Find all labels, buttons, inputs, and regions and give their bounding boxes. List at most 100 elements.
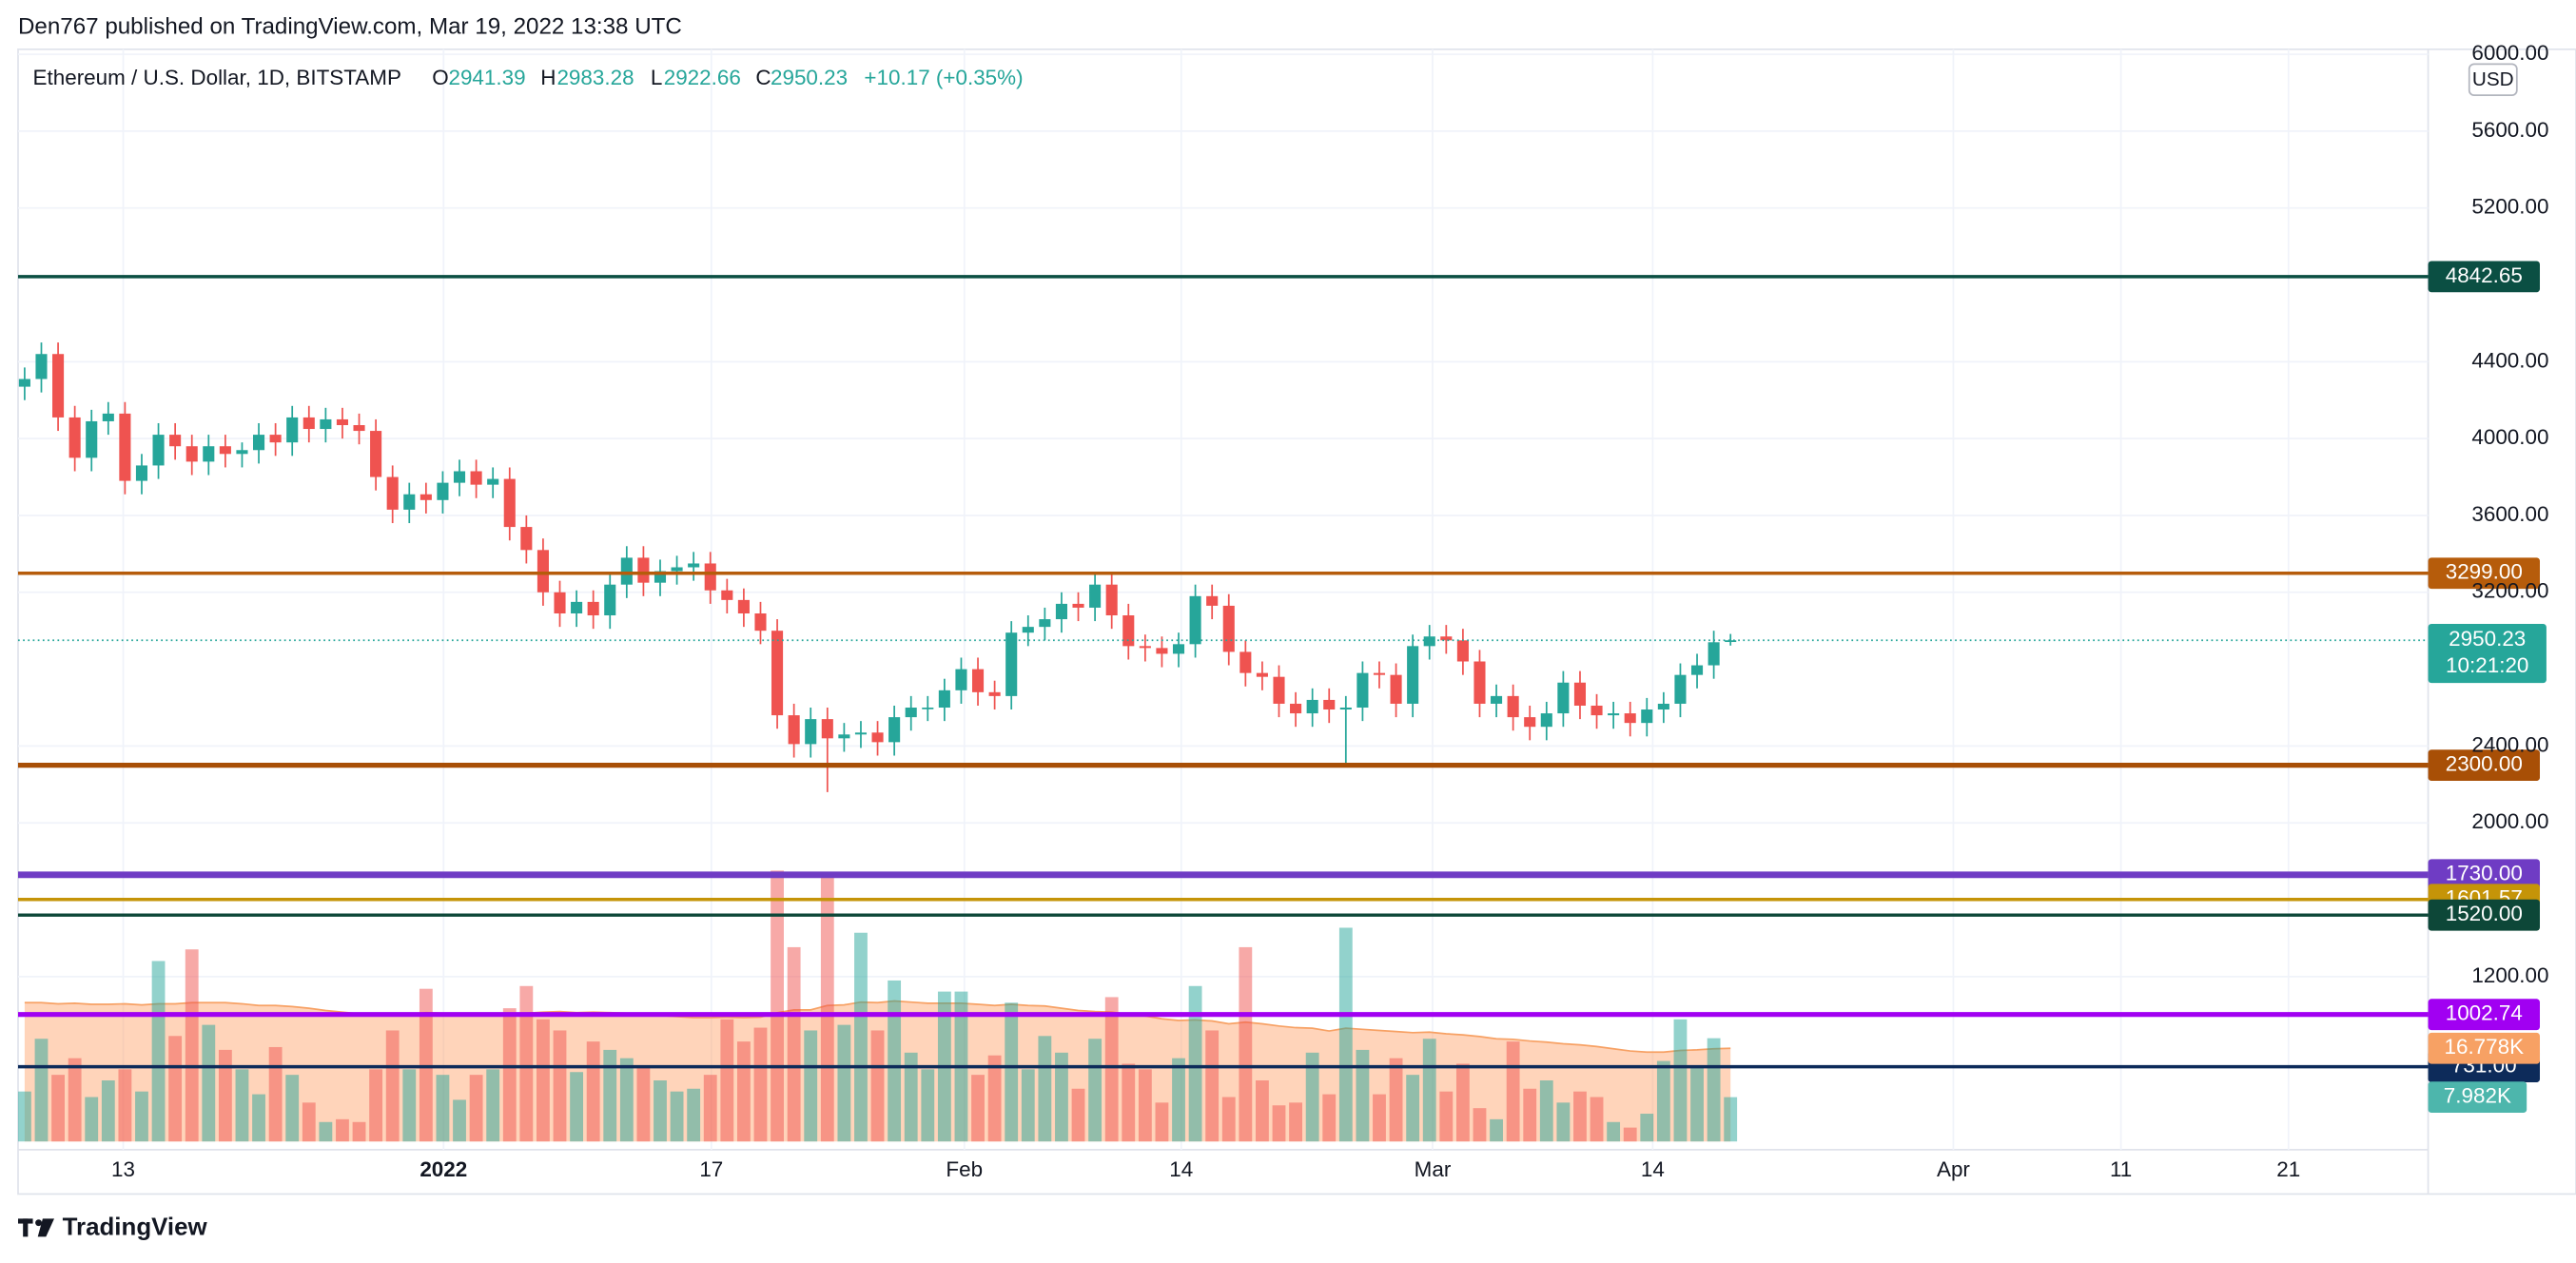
candle-body [370,431,382,477]
candle-body [1122,615,1135,647]
volume-bar [151,961,166,1142]
candle-body [1222,605,1235,652]
candle-body [1039,619,1051,628]
volume-bar [1656,1060,1670,1142]
volume-bar [570,1072,583,1142]
candle-body [286,417,299,443]
candle-body [1674,674,1687,704]
y-tick-label: 2000.00 [2471,809,2548,833]
volume-bar [218,1049,232,1142]
candle-body [1456,640,1469,662]
volume-bar [235,1069,249,1142]
candle-body [838,734,850,739]
candle-body [219,446,231,455]
volume-bar [486,1069,500,1142]
candle-body [1657,703,1669,710]
volume-bar [1640,1114,1654,1142]
volume-bar [1523,1088,1537,1142]
candle-body [1172,644,1185,654]
volume-bar [1205,1030,1220,1142]
volume-bar [1221,1097,1236,1142]
candle-body [119,413,131,481]
volume-ma-label: 16.778K [2444,1035,2524,1059]
candle-body [1055,603,1067,620]
candle-body [922,707,934,709]
candle-body [1373,672,1386,675]
candle-body [971,669,985,692]
level-label-bg [2428,557,2541,590]
candle-body [771,631,784,716]
candle-body [1256,672,1268,677]
candle-body [1590,705,1603,716]
volume-bar [687,1088,701,1142]
volume-bar [820,875,834,1142]
candle-body [905,707,917,718]
volume-bar [1556,1102,1571,1142]
volume-bar [1373,1094,1386,1142]
volume-bar [1673,1019,1688,1142]
candle-body [1072,603,1084,608]
volume-bar [1038,1036,1052,1142]
candle-body [68,417,81,458]
candle-body [737,599,750,613]
volume-bar [771,870,784,1142]
x-tick-label: 17 [699,1157,723,1181]
legend-value: 2922.66 [664,66,741,89]
volume-bar [1573,1091,1587,1142]
x-tick-label: 11 [2110,1157,2132,1181]
y-tick-label: 4400.00 [2471,348,2548,372]
volume-bar [436,1075,450,1142]
volume-bar [888,980,902,1142]
volume-bar [636,1066,651,1142]
candle-body [1423,636,1435,647]
candle-body [721,590,733,600]
volume-bar [1356,1049,1370,1142]
volume-bar [1724,1097,1738,1142]
volume-bar [453,1099,466,1142]
candle-body [86,420,98,458]
logo-part [35,1219,43,1227]
candle-body [1407,646,1419,704]
volume-bar [804,1030,818,1142]
countdown: 10:21:20 [2446,653,2528,677]
level-label-bg [2428,261,2541,293]
volume-bar [519,985,534,1142]
candle-body [236,450,248,455]
candle-body [704,563,716,591]
volume-bar [252,1094,265,1142]
volume-bar [1590,1097,1604,1142]
volume-bar [1071,1088,1085,1142]
candle-body [169,435,182,447]
volume-bar [17,1091,31,1142]
labels: 6000.00 5600.00 5200.00 4400.00 4000.00 3600.… [111,41,2548,1181]
candle-body [336,418,348,425]
candle-body [1540,713,1552,728]
x-tick-label: Feb [946,1157,983,1181]
candle-body [252,435,265,451]
volume-bar [502,1008,517,1142]
x-tick-label: 14 [1641,1157,1665,1181]
level-label: 1520.00 [2446,902,2523,925]
brand: TradingView [63,1214,208,1241]
y-tick-label: 2400.00 [2471,732,2548,756]
candle-body [1089,584,1102,608]
candle-body [1573,682,1587,706]
legend-value: 2941.39 [448,66,525,89]
candle-body [437,482,449,500]
grid [17,49,2429,1150]
volume-bar [1256,1080,1269,1142]
volume-bar [118,1069,132,1142]
volume-bar [285,1075,300,1142]
legend-letter: H [540,66,556,89]
y-tick-label: 5200.00 [2471,195,2548,219]
candle-body [1290,703,1302,714]
candle-body [1491,695,1503,704]
legend-letter: O [432,66,448,89]
candle-body [988,691,1001,696]
candle-body [554,592,566,613]
volume-bar [921,1069,935,1142]
candle-body [888,717,901,743]
candle-body [1641,709,1653,724]
